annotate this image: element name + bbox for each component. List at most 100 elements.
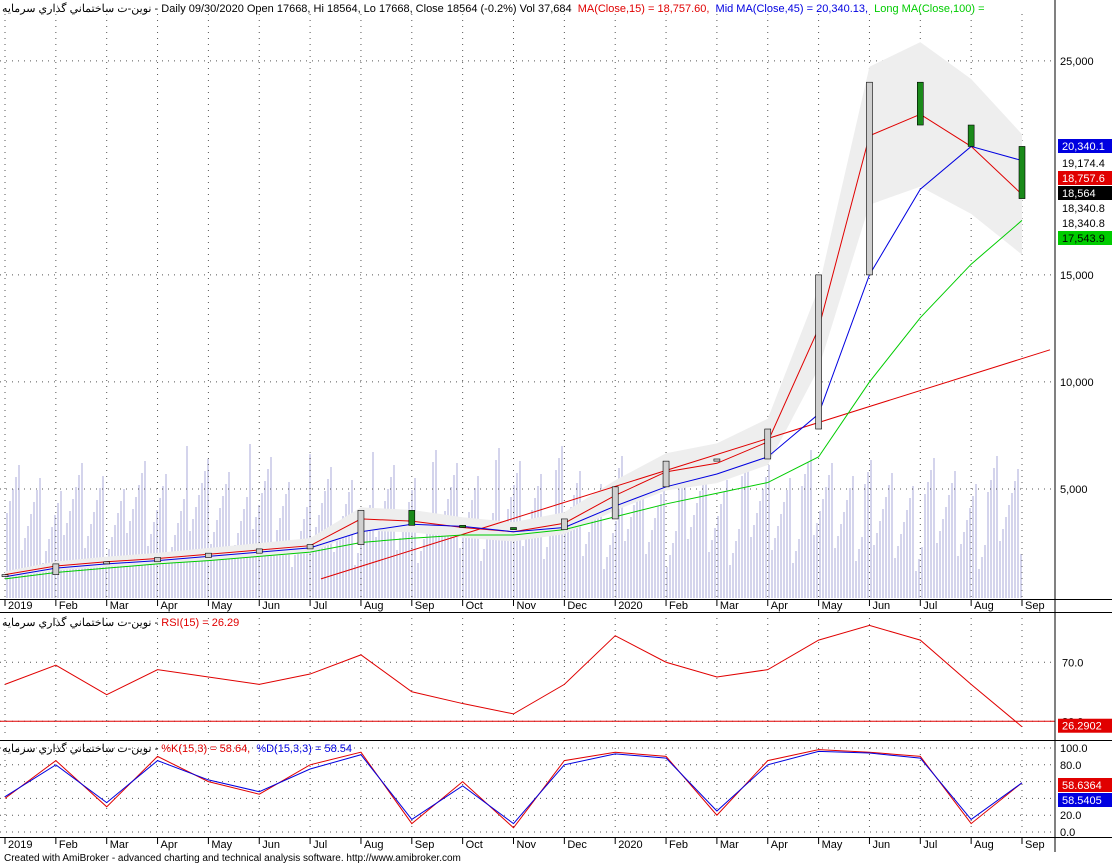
price-badge-label: 17,543.9 bbox=[1062, 233, 1105, 245]
volume-bar bbox=[480, 561, 482, 598]
volume-bar bbox=[543, 559, 545, 598]
x-tick-label: May bbox=[822, 839, 843, 851]
volume-bar bbox=[483, 549, 485, 598]
volume-bar bbox=[618, 468, 620, 598]
volume-bar bbox=[891, 473, 893, 598]
x-tick-label: Oct bbox=[466, 839, 483, 851]
x-axis-bottom: 2019 Feb Mar Apr May Jun Jul Aug Sep Oct Nov Dec 202… bbox=[4, 838, 1045, 851]
volume-bar bbox=[756, 513, 758, 598]
candle bbox=[510, 527, 517, 530]
volume-bar bbox=[951, 483, 953, 598]
volume-bar bbox=[294, 555, 296, 598]
volume-bar bbox=[798, 539, 800, 598]
candle bbox=[459, 525, 466, 528]
stoch-tick-label: 20.0 bbox=[1060, 810, 1081, 822]
candle bbox=[662, 460, 670, 488]
candle bbox=[866, 81, 873, 276]
volume-bar bbox=[795, 551, 797, 598]
candle bbox=[967, 124, 975, 147]
volume-bar bbox=[426, 527, 428, 598]
volume-bar bbox=[783, 502, 785, 598]
volume-bar bbox=[96, 500, 98, 598]
volume-bar bbox=[525, 534, 527, 598]
volume-bar bbox=[159, 498, 161, 598]
stoch-k-badge-box bbox=[1058, 778, 1112, 792]
volume-bar bbox=[489, 525, 491, 598]
volume-bar bbox=[768, 465, 770, 598]
ma45-line bbox=[4, 145, 1023, 578]
rsi-pane bbox=[0, 612, 1112, 740]
volume-bar bbox=[906, 510, 908, 598]
volume-bar bbox=[753, 525, 755, 598]
volume-bar bbox=[789, 478, 791, 598]
volume-bar bbox=[441, 523, 443, 598]
header-ma100: Long MA(Close,100) = bbox=[874, 3, 984, 15]
rsi-axis: 70.030.026.2902 bbox=[1058, 657, 1112, 733]
volume-bar bbox=[663, 482, 665, 598]
volume-bar bbox=[714, 528, 716, 598]
x-tick-label: Feb bbox=[669, 600, 688, 612]
volume-bar bbox=[198, 495, 200, 598]
volume-bar bbox=[438, 535, 440, 598]
volume-bar bbox=[729, 565, 731, 598]
volume-bar bbox=[873, 545, 875, 598]
volume-bar bbox=[30, 514, 32, 598]
price-badge-label: 18,564 bbox=[1062, 188, 1096, 200]
price-tick-label: 25,000 bbox=[1060, 56, 1094, 68]
volume-bar bbox=[174, 535, 176, 598]
volume-bar bbox=[315, 527, 317, 598]
stoch-tick-label: 100.0 bbox=[1060, 743, 1088, 755]
volume-bar bbox=[165, 474, 167, 598]
x-tick-label: Mar bbox=[110, 839, 129, 851]
rsi-header-label: RSI(15) = 26.29 bbox=[161, 617, 239, 629]
volume-bar bbox=[459, 548, 461, 598]
volume-bar bbox=[606, 557, 608, 598]
x-tick-label: Jun bbox=[872, 839, 890, 851]
volume-bar bbox=[804, 474, 806, 598]
volume-bar bbox=[927, 482, 929, 598]
x-tick-label: Jun bbox=[262, 839, 280, 851]
rsi-line bbox=[4, 624, 1023, 728]
volume-bar bbox=[429, 515, 431, 598]
x-tick-label: Apr bbox=[771, 839, 788, 851]
volume-bar bbox=[732, 553, 734, 598]
volume-bar bbox=[921, 547, 923, 598]
volume-bar bbox=[336, 540, 338, 598]
volume-bar bbox=[318, 515, 320, 598]
volume-bar bbox=[813, 535, 815, 598]
volume-bar bbox=[402, 526, 404, 598]
stoch-d-badge-label: 58.5405 bbox=[1062, 795, 1102, 807]
volume-bar bbox=[507, 509, 509, 598]
candle bbox=[916, 81, 924, 126]
stoch-lines bbox=[4, 749, 1023, 829]
candle bbox=[815, 274, 822, 430]
volume-bar bbox=[750, 537, 752, 598]
volume-bar bbox=[99, 488, 101, 598]
footer-credit: Created with AmiBroker - advanced charti… bbox=[4, 853, 461, 864]
volume-bar bbox=[183, 499, 185, 598]
volume-bar bbox=[723, 492, 725, 598]
chart-header: نوین-ت ساختماني گذاري سرمايه - Daily 09/… bbox=[2, 2, 985, 15]
volume-bar bbox=[360, 541, 362, 598]
x-tick-label: 2020 bbox=[618, 600, 642, 612]
header-main: نوین-ت ساختماني گذاري سرمايه - Daily 09/… bbox=[2, 2, 572, 15]
volume-bar bbox=[711, 540, 713, 598]
volume-bar bbox=[954, 471, 956, 598]
volume-bar bbox=[816, 523, 818, 598]
volume-bar bbox=[969, 508, 971, 598]
volume-bar bbox=[381, 513, 383, 598]
stoch-k-badge-label: 58.6364 bbox=[1062, 780, 1102, 792]
volume-bar bbox=[654, 518, 656, 598]
candle bbox=[713, 458, 721, 462]
volume-bar bbox=[612, 533, 614, 598]
volume-bar bbox=[57, 503, 59, 598]
rsi-header-prefix: نوین-ت ساختماني گذاري سرمايه - bbox=[2, 616, 161, 629]
volume-bar bbox=[864, 484, 866, 598]
rsi-lines bbox=[4, 624, 1023, 728]
stoch-d-badge-box bbox=[1058, 793, 1112, 807]
volume-bar bbox=[762, 489, 764, 598]
volume-bar bbox=[342, 516, 344, 598]
volume-bar bbox=[963, 532, 965, 598]
volume-bar bbox=[567, 519, 569, 598]
